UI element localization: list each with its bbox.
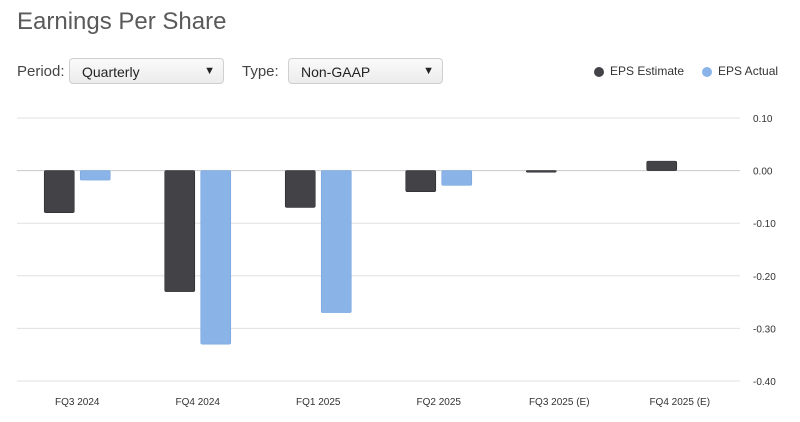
type-label: Type: bbox=[242, 63, 279, 80]
y-tick-label: -0.20 bbox=[753, 272, 776, 283]
x-tick-label: FQ3 2024 bbox=[55, 397, 100, 408]
x-tick-label: FQ4 2024 bbox=[176, 397, 221, 408]
bar-eps-actual bbox=[441, 170, 473, 186]
chevron-down-icon: ▼ bbox=[204, 65, 215, 77]
period-select[interactable]: Quarterly ▼ bbox=[69, 58, 224, 84]
bar-eps-estimate bbox=[525, 170, 557, 173]
bar-eps-actual bbox=[200, 170, 232, 345]
page-title: Earnings Per Share bbox=[17, 8, 227, 35]
legend-label-actual: EPS Actual bbox=[718, 64, 779, 78]
bar-eps-estimate bbox=[43, 170, 75, 213]
x-tick-label: FQ4 2025 (E) bbox=[649, 397, 710, 408]
chart-legend: EPS Estimate EPS Actual bbox=[594, 64, 784, 80]
legend-dot-estimate bbox=[594, 67, 604, 77]
x-tick-label: FQ3 2025 (E) bbox=[529, 397, 590, 408]
type-select[interactable]: Non-GAAP ▼ bbox=[288, 58, 443, 84]
y-tick-label: 0.00 bbox=[753, 167, 773, 178]
bar-eps-estimate bbox=[284, 170, 316, 208]
x-tick-label: FQ2 2025 bbox=[417, 397, 462, 408]
type-select-value: Non-GAAP bbox=[301, 64, 371, 80]
y-tick-label: -0.40 bbox=[753, 377, 776, 388]
period-label: Period: bbox=[17, 63, 65, 80]
period-select-value: Quarterly bbox=[82, 64, 140, 80]
x-tick-label: FQ1 2025 bbox=[296, 397, 341, 408]
legend-dot-actual bbox=[702, 67, 712, 77]
bar-eps-estimate bbox=[405, 170, 437, 192]
y-tick-label: 0.10 bbox=[753, 114, 773, 125]
bar-eps-estimate bbox=[646, 160, 678, 171]
legend-label-estimate: EPS Estimate bbox=[610, 64, 685, 78]
bar-eps-actual bbox=[320, 170, 352, 313]
y-tick-label: -0.30 bbox=[753, 324, 776, 335]
bar-eps-estimate bbox=[164, 170, 196, 292]
chevron-down-icon: ▼ bbox=[423, 65, 434, 77]
y-tick-label: -0.10 bbox=[753, 219, 776, 230]
bar-eps-actual bbox=[79, 170, 111, 181]
